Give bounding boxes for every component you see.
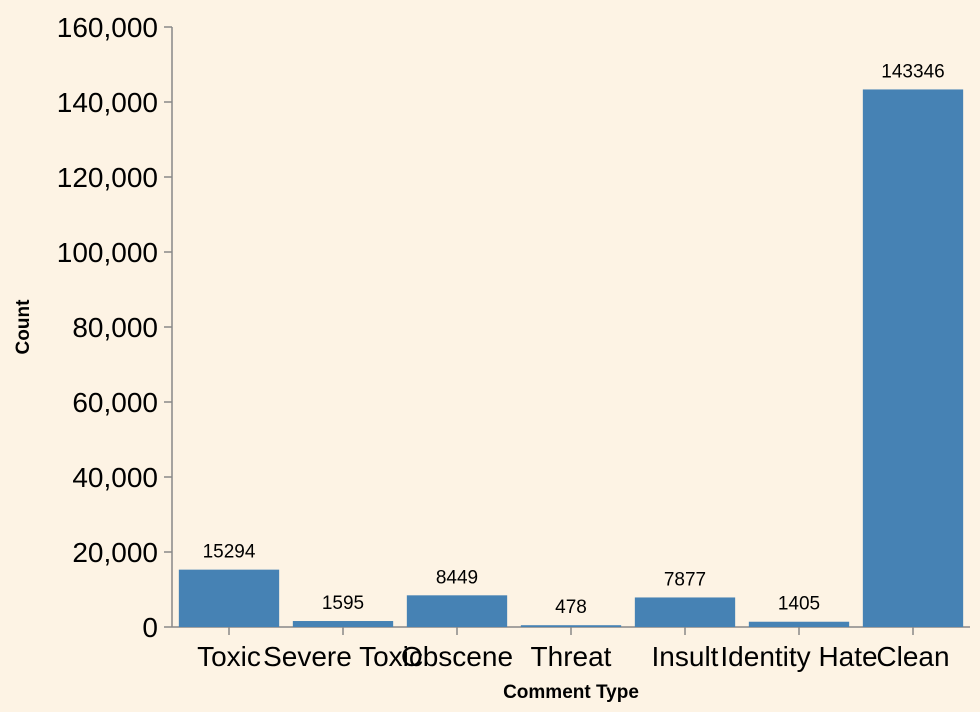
bar-value-label: 7877 bbox=[664, 569, 706, 590]
y-tick-label: 0 bbox=[142, 612, 158, 643]
y-tick-label: 120,000 bbox=[57, 162, 158, 193]
x-tick-label: Toxic bbox=[197, 641, 261, 672]
x-tick-label: Insult bbox=[652, 641, 719, 672]
bar-value-label: 8449 bbox=[436, 567, 478, 588]
x-tick-label: Identity Hate bbox=[720, 641, 877, 672]
x-tick-label: Clean bbox=[876, 641, 949, 672]
y-axis-title: Count bbox=[13, 299, 34, 355]
bar bbox=[178, 569, 280, 627]
bar-value-label: 143346 bbox=[881, 61, 944, 82]
bar bbox=[292, 621, 394, 627]
y-tick-label: 60,000 bbox=[72, 387, 158, 418]
bar bbox=[520, 625, 622, 627]
bar-value-label: 1595 bbox=[322, 593, 364, 614]
y-tick-label: 100,000 bbox=[57, 237, 158, 268]
x-tick-label: Severe Toxic bbox=[263, 641, 423, 672]
bar-value-label: 15294 bbox=[203, 542, 256, 563]
x-tick-label: Obscene bbox=[401, 641, 513, 672]
bars-group: 15294 1595 8449 478 7877 1405 143346 bbox=[178, 61, 964, 627]
bar bbox=[406, 595, 508, 627]
bar bbox=[748, 621, 850, 627]
y-tick-label: 80,000 bbox=[72, 312, 158, 343]
x-axis-title: Comment Type bbox=[503, 682, 639, 703]
y-tick-label: 160,000 bbox=[57, 12, 158, 43]
x-tick-label: Threat bbox=[531, 641, 612, 672]
bar bbox=[634, 597, 736, 627]
y-tick-label: 140,000 bbox=[57, 87, 158, 118]
bar bbox=[862, 89, 964, 627]
bar-value-label: 478 bbox=[555, 597, 587, 618]
y-tick-label: 20,000 bbox=[72, 537, 158, 568]
y-axis-ticks: 0 20,000 40,000 60,000 80,000 100,000 120,000 1… bbox=[57, 12, 172, 643]
y-tick-label: 40,000 bbox=[72, 462, 158, 493]
bar-value-label: 1405 bbox=[778, 594, 820, 615]
